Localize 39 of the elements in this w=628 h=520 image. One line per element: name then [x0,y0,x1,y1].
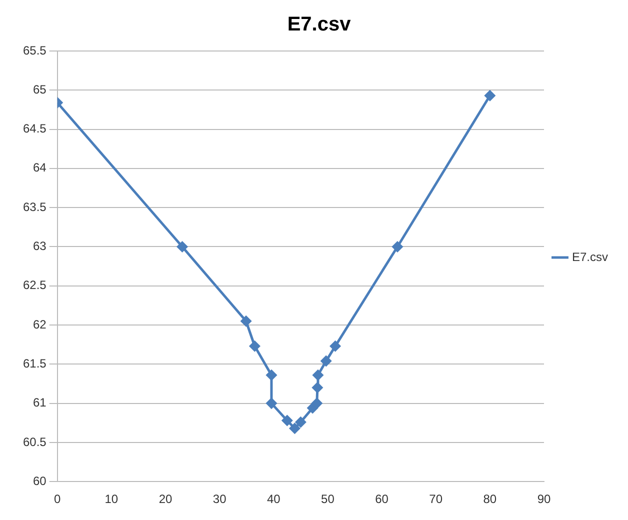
x-tick-label: 80 [483,492,497,506]
x-tick-label: 50 [321,492,335,506]
point [282,415,292,426]
point [249,340,260,352]
point [320,356,332,366]
y-tick-label: 60.5 [22,434,47,449]
point [240,316,252,326]
point [266,370,277,380]
x-tick-label: 40 [266,492,281,506]
y-tick-label: 64.5 [22,122,47,136]
y-tick-label: 62.5 [22,278,47,292]
point [177,241,188,252]
y-tick-label: 63.5 [22,200,47,214]
y-tick-label: 65.5 [22,43,47,58]
x-tick-label: 20 [158,492,172,506]
point [312,398,322,409]
y-tick-label: 63 [32,239,47,254]
legend-label: E7.csv [572,250,608,264]
x-tick-label: 30 [212,492,227,506]
point [392,241,403,252]
point [266,398,277,409]
y-tick-label: 62 [32,317,47,332]
y-tick-label: 64 [32,160,47,175]
y-tick-label: 61.5 [22,356,47,370]
y-tick-label: 60 [32,474,47,488]
x-tick-label: 60 [375,492,389,506]
x-tick-label: 10 [104,492,118,506]
x-tick-label: 90 [537,492,551,506]
point [330,340,341,352]
y-tick-label: 61 [32,396,47,410]
y-tick-label: 65 [32,82,47,96]
point [295,416,306,428]
point [312,382,323,393]
x-tick-label: 70 [429,492,443,506]
point [484,90,496,101]
point [312,370,324,380]
chart-title: E7.csv [287,14,352,36]
x-tick-label: 0 [54,492,62,506]
point [289,423,300,434]
